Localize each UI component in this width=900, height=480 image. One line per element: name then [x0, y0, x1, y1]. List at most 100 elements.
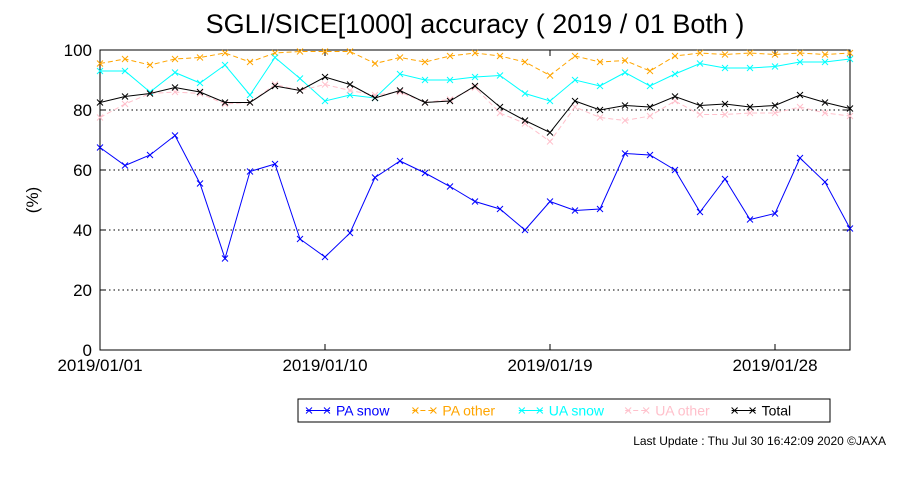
data-point-ua-other — [346, 87, 354, 94]
y-tick-label: 100 — [64, 41, 92, 60]
tick-labels: 0 20 40 60 80 100 2019/01/01 2019/01/10 2019/01/… — [57, 41, 850, 375]
marker-stroke — [571, 103, 579, 111]
data-point-pa-snow — [321, 253, 329, 261]
series-line-pa-other — [99, 51, 851, 77]
marker-stroke — [171, 69, 179, 76]
marker-stroke — [96, 144, 104, 151]
data-point-total — [746, 103, 754, 111]
data-point-total — [246, 99, 254, 106]
marker-stroke — [271, 54, 279, 61]
data-point-pa-snow — [346, 229, 354, 237]
data-point-total — [196, 88, 204, 96]
data-point-ua-other — [796, 103, 804, 111]
data-point-pa-other — [221, 49, 229, 57]
data-point-ua-other — [771, 109, 779, 117]
marker-stroke — [171, 132, 179, 139]
marker-stroke — [496, 52, 504, 60]
data-point-ua-snow — [246, 91, 254, 99]
marker-stroke — [796, 154, 804, 162]
x-tick-label: 2019/01/19 — [507, 356, 592, 375]
legend-marker — [412, 407, 419, 414]
marker-stroke — [546, 198, 554, 205]
marker-stroke — [471, 198, 479, 205]
plot-frame — [99, 49, 851, 351]
marker-stroke — [546, 72, 554, 79]
data-point-pa-snow — [171, 132, 179, 139]
marker-stroke — [412, 407, 419, 414]
marker-stroke — [246, 91, 254, 99]
marker-stroke — [371, 94, 379, 102]
marker-stroke — [96, 67, 104, 75]
data-point-total — [346, 81, 354, 88]
marker-stroke — [121, 100, 129, 108]
data-point-ua-snow — [471, 73, 479, 81]
marker-stroke — [196, 54, 204, 61]
series-ua-snow — [96, 54, 854, 105]
series-ua-other — [96, 81, 854, 145]
data-point-total — [471, 82, 479, 90]
data-point-pa-snow — [471, 198, 479, 205]
marker-stroke — [646, 82, 654, 90]
data-point-pa-other — [521, 58, 529, 66]
data-point-pa-snow — [96, 144, 104, 151]
data-point-ua-other — [596, 114, 604, 121]
data-point-pa-other — [696, 49, 704, 57]
marker-stroke — [421, 169, 429, 177]
marker-stroke — [721, 111, 729, 118]
data-point-ua-snow — [821, 58, 829, 66]
data-point-ua-snow — [796, 58, 804, 66]
data-point-total — [671, 93, 679, 100]
data-point-pa-snow — [696, 208, 704, 216]
data-point-ua-other — [646, 112, 654, 120]
marker-stroke — [96, 114, 104, 121]
marker-stroke — [696, 102, 704, 109]
marker-stroke — [396, 157, 404, 165]
data-point-total — [421, 99, 429, 106]
data-point-total — [546, 129, 554, 136]
data-point-pa-other — [596, 58, 604, 66]
data-point-ua-other — [696, 111, 704, 118]
marker-stroke — [471, 49, 479, 57]
data-point-pa-other — [721, 51, 729, 58]
series-line-ua-snow — [100, 56, 851, 102]
data-point-ua-snow — [196, 79, 204, 87]
marker-stroke — [671, 52, 679, 60]
data-point-total — [446, 97, 454, 105]
data-point-total — [171, 84, 179, 91]
marker-stroke — [196, 79, 204, 87]
data-point-ua-snow — [546, 97, 554, 105]
marker-stroke — [696, 111, 704, 118]
marker-stroke — [696, 208, 704, 216]
marker-stroke — [421, 99, 429, 106]
marker-stroke — [771, 102, 779, 109]
data-point-total — [721, 100, 729, 108]
data-point-total — [321, 73, 329, 81]
axes — [99, 49, 851, 351]
marker-stroke — [323, 407, 331, 414]
footer: Last Update : Thu Jul 30 16:42:09 2020 ©… — [633, 434, 886, 448]
data-point-total — [396, 87, 404, 94]
marker-stroke — [621, 69, 629, 76]
marker-stroke — [446, 76, 454, 84]
marker-stroke — [430, 407, 437, 414]
marker-stroke — [121, 67, 129, 75]
data-point-ua-snow — [271, 54, 279, 61]
data-point-pa-snow — [546, 198, 554, 205]
data-point-pa-snow — [221, 255, 229, 262]
marker-stroke — [721, 51, 729, 58]
marker-stroke — [621, 57, 629, 64]
marker-stroke — [771, 210, 779, 217]
data-point-ua-snow — [746, 64, 754, 72]
marker-stroke — [642, 407, 650, 414]
data-point-ua-snow — [421, 76, 429, 84]
data-point-ua-other — [621, 117, 629, 124]
marker-stroke — [196, 180, 204, 187]
marker-stroke — [796, 49, 804, 57]
data-point-ua-other — [321, 81, 329, 88]
marker-stroke — [521, 58, 529, 66]
data-point-total — [296, 87, 304, 94]
y-tick-label: 60 — [73, 161, 92, 180]
marker-stroke — [746, 103, 754, 111]
data-point-total — [771, 102, 779, 109]
marker-stroke — [305, 407, 313, 414]
